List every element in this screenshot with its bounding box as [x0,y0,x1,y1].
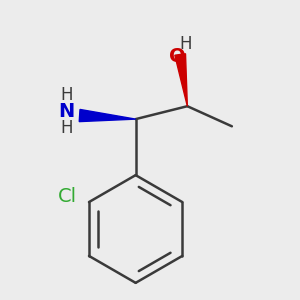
Text: H: H [60,119,73,137]
Text: Cl: Cl [58,187,77,206]
Text: H: H [60,86,73,104]
Text: O: O [169,47,186,66]
Text: N: N [58,102,75,121]
Text: H: H [179,35,191,53]
Polygon shape [79,110,136,122]
Polygon shape [175,54,187,106]
